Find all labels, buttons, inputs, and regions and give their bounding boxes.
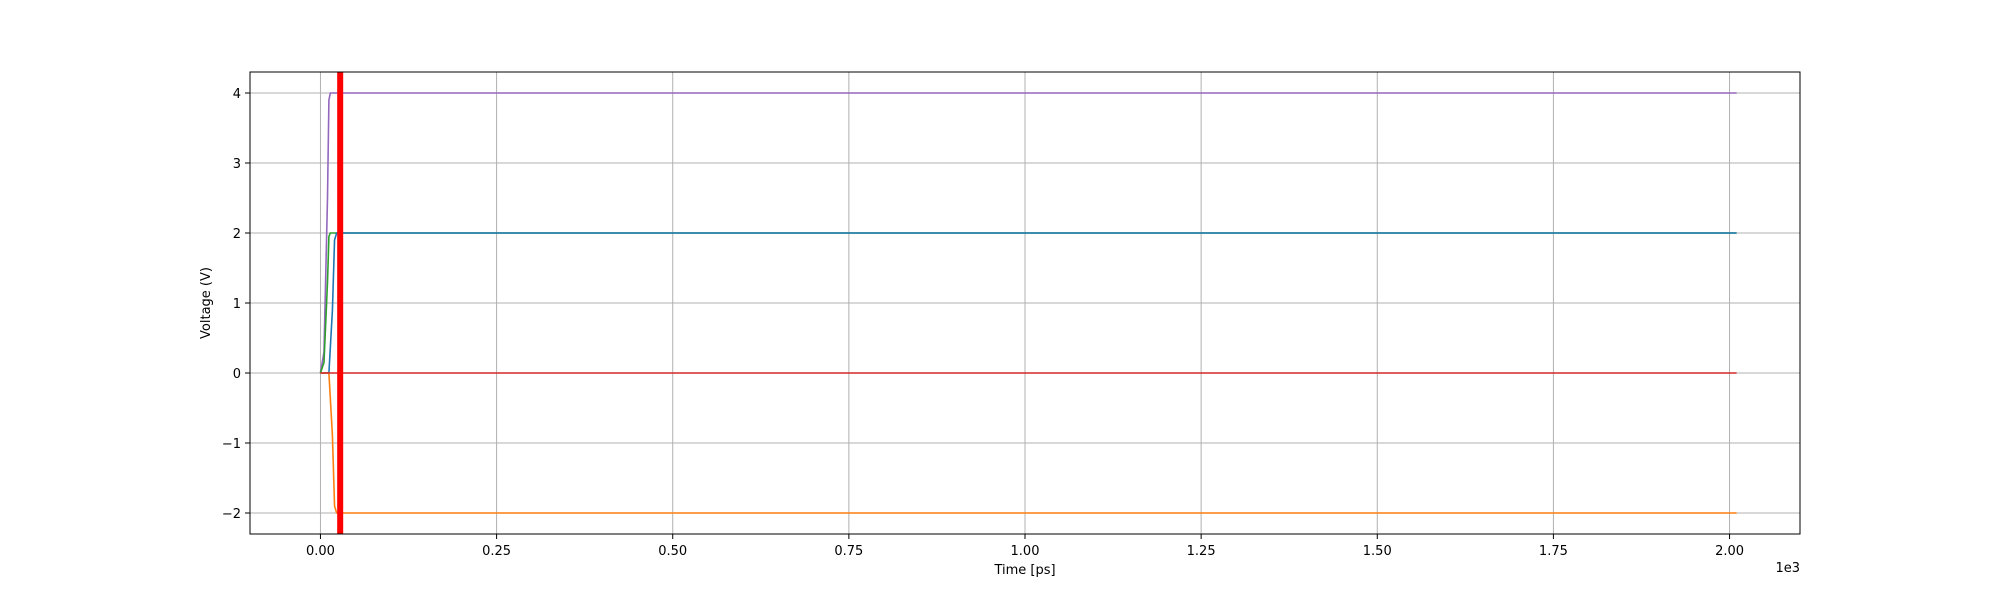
series-line-1 [319,92,1737,374]
x-tick-label: 1.25 [1187,544,1216,559]
y-tick-label: 0 [233,367,241,382]
y-tick-label: −1 [222,437,241,452]
x-tick-label: 0.25 [482,544,511,559]
x-tick-label: 2.00 [1715,544,1744,559]
y-tick-label: 2 [233,227,241,242]
y-tick-layer: −2 −1 0 1 2 3 4 [222,87,250,522]
x-tick-label: 1.50 [1363,544,1392,559]
y-tick-label: 4 [233,87,241,102]
series-layer [319,92,1737,514]
x-axis-label: Time [ps] [993,563,1055,578]
x-axis-offset-label: 1e3 [1775,561,1800,576]
x-tick-label: 1.00 [1011,544,1040,559]
y-axis-label: Voltage (V) [199,267,214,339]
y-tick-label: −2 [222,507,241,522]
y-tick-label: 3 [233,157,241,172]
grid-layer [250,72,1800,534]
x-tick-label: 0.00 [306,544,335,559]
x-tick-label: 0.75 [834,544,863,559]
x-tick-layer: 0.00 0.25 0.50 0.75 1.00 1.25 1.50 1.75 2.00 [306,534,1744,559]
x-tick-label: 1.75 [1539,544,1568,559]
x-tick-label: 0.50 [658,544,687,559]
y-tick-label: 1 [233,297,241,312]
